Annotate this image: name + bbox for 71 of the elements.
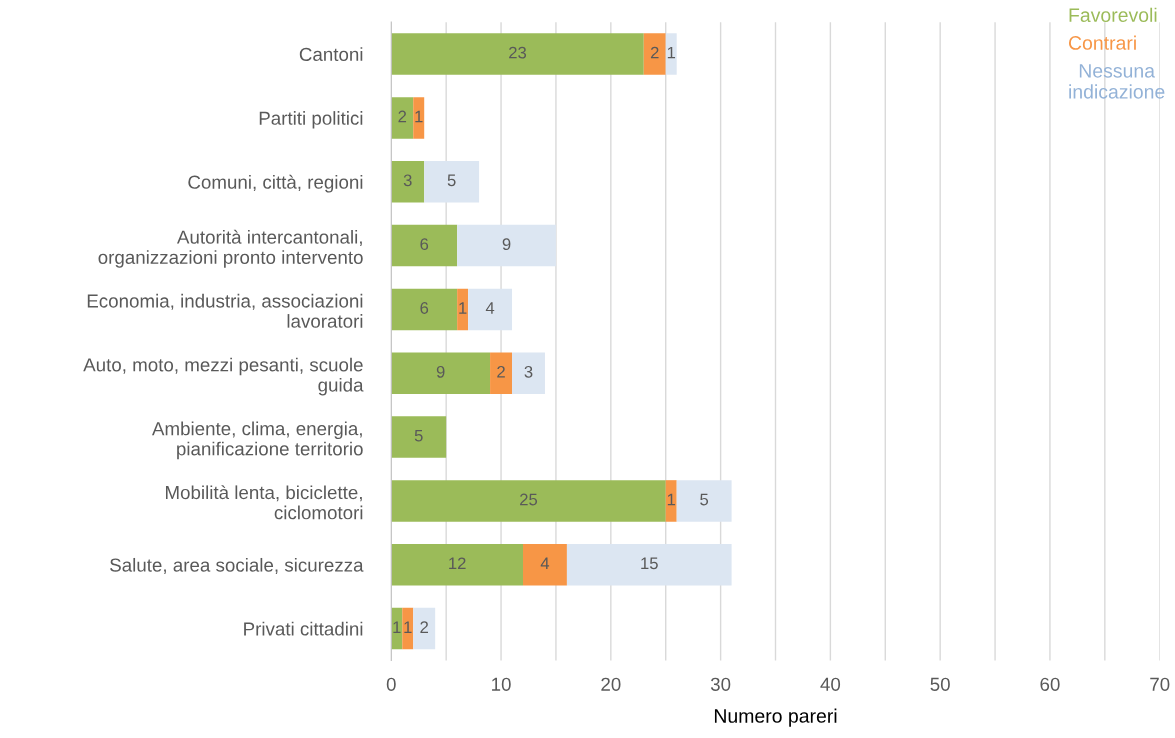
y-tick-label: Comuni, città, regioni [188,174,363,193]
data-label: 1 [667,46,676,59]
data-label: 6 [420,302,429,314]
x-tick-label: 0 [386,677,396,691]
data-label: 2 [497,365,505,378]
data-label: 3 [403,174,412,187]
bar [457,288,469,331]
data-label: 12 [449,557,466,570]
bar [391,33,644,75]
bar [391,160,425,203]
text: Favorevoli [1069,7,1157,22]
data-label: 1 [404,621,412,633]
bar [413,607,436,650]
x-tick-label: 30 [710,677,731,691]
data-label: 5 [700,493,709,506]
data-label: 4 [540,557,550,570]
y-tick-label: Autorità intercantonali, organizzazioni pronto intervento [98,229,363,268]
bar [391,288,458,331]
data-label: 5 [414,429,423,442]
bar [391,480,666,522]
bar [643,33,666,75]
bar [566,544,732,586]
data-label: 9 [436,365,445,378]
y-tick-label: Salute, area sociale, sicurezza [110,557,364,574]
bar [413,97,425,139]
data-label: 4 [485,302,495,314]
data-label: 3 [524,365,533,378]
x-tick-label: 10 [492,677,511,691]
x-tick-label: 70 [1150,677,1170,691]
data-label: 2 [398,110,407,123]
y-tick-label: Mobilità lenta, biciclette, ciclomotori [165,485,363,520]
x-tick-label: 60 [1040,677,1060,691]
data-label: 15 [641,557,658,570]
y-tick-label: Economia, industria, associazioni lavoratori [87,293,363,328]
bar [391,544,524,586]
bar [402,607,414,650]
x-axis-title: Numero pareri [714,708,837,727]
bar [665,33,677,75]
data-label: 25 [520,493,538,506]
data-label: 5 [447,174,456,187]
data-label: 2 [650,46,659,59]
y-tick-label: Partiti politici [259,111,363,129]
bar [676,480,732,522]
y-tick-label: Ambiente, clima, energia, pianificazione territorio [151,421,363,460]
bar [468,288,513,331]
bar [665,480,677,522]
data-label: 1 [393,621,401,633]
bar [391,352,491,394]
y-tick-label: Privati cittadini [244,621,363,636]
x-tick-label: 20 [601,677,621,691]
bar [490,352,513,394]
data-label: 23 [509,46,527,59]
x-tick-label: 50 [930,677,950,691]
bar [391,97,414,139]
y-tick-label: Auto, moto, mezzi pesanti, scuole guida [83,357,364,396]
text: Contrari [1068,35,1136,50]
data-label: 1 [415,110,423,123]
data-label: 1 [459,302,467,314]
text: Nessuna indicazione [1069,64,1165,99]
x-tick-label: 40 [820,677,841,691]
bar [512,352,545,394]
data-label: 1 [667,493,676,506]
data-label: 6 [420,238,429,251]
bar [391,416,447,458]
data-label: 9 [502,238,511,251]
bar [523,544,567,586]
y-tick-label: Cantoni [299,47,363,62]
bar [457,224,556,267]
data-label: 2 [420,621,429,633]
bar [424,160,480,203]
bar [391,224,458,267]
